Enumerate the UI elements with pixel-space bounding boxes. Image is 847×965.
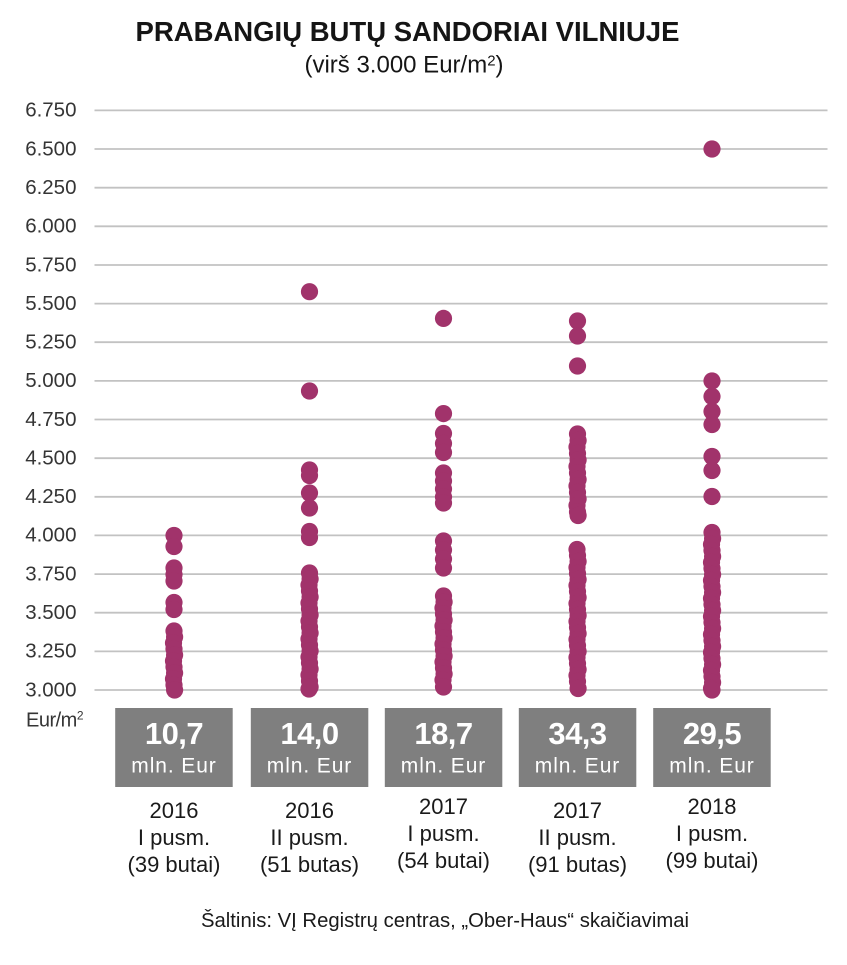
svg-text:(54 butai): (54 butai) [397, 848, 490, 873]
svg-text:(99 butai): (99 butai) [666, 848, 759, 873]
svg-text:Eur/m2: Eur/m2 [26, 709, 84, 732]
svg-text:II pusm.: II pusm. [270, 825, 348, 850]
svg-text:4.250: 4.250 [25, 485, 76, 508]
svg-text:6.500: 6.500 [25, 137, 76, 160]
svg-text:2017: 2017 [419, 794, 468, 819]
svg-text:6.000: 6.000 [25, 215, 76, 238]
svg-text:3.250: 3.250 [25, 640, 76, 663]
svg-text:3.000: 3.000 [25, 678, 76, 701]
svg-text:34,3: 34,3 [548, 716, 607, 751]
svg-text:(51 butas): (51 butas) [260, 852, 359, 877]
svg-text:I pusm.: I pusm. [138, 825, 210, 850]
svg-text:2017: 2017 [553, 798, 602, 823]
svg-text:mln. Eur: mln. Eur [131, 755, 216, 778]
svg-text:4.750: 4.750 [25, 408, 76, 431]
svg-text:3.750: 3.750 [25, 562, 76, 585]
svg-text:I pusm.: I pusm. [676, 821, 748, 846]
svg-text:14,0: 14,0 [280, 716, 338, 751]
svg-text:mln. Eur: mln. Eur [535, 755, 620, 778]
svg-text:5.250: 5.250 [25, 331, 76, 354]
svg-text:5.750: 5.750 [25, 253, 76, 276]
svg-text:(91 butas): (91 butas) [528, 852, 627, 877]
svg-text:PRABANGIŲ BUTŲ SANDORIAI VILNI: PRABANGIŲ BUTŲ SANDORIAI VILNIUJE [136, 16, 680, 47]
svg-text:5.000: 5.000 [25, 369, 76, 392]
svg-text:mln. Eur: mln. Eur [267, 755, 352, 778]
svg-text:Šaltinis: VĮ Registrų centras,: Šaltinis: VĮ Registrų centras, „Ober-Hau… [201, 909, 689, 932]
svg-text:4.000: 4.000 [25, 524, 76, 547]
svg-text:2016: 2016 [285, 798, 334, 823]
svg-text:2016: 2016 [150, 798, 199, 823]
svg-text:2018: 2018 [688, 794, 737, 819]
svg-text:6.250: 6.250 [25, 176, 76, 199]
svg-text:mln. Eur: mln. Eur [401, 755, 486, 778]
svg-text:3.500: 3.500 [25, 601, 76, 624]
svg-text:4.500: 4.500 [25, 447, 76, 470]
svg-text:18,7: 18,7 [414, 716, 472, 751]
svg-text:mln. Eur: mln. Eur [669, 755, 754, 778]
svg-text:6.750: 6.750 [25, 99, 76, 122]
svg-text:II pusm.: II pusm. [538, 825, 616, 850]
svg-text:I pusm.: I pusm. [407, 821, 479, 846]
svg-text:(39 butai): (39 butai) [128, 852, 221, 877]
svg-text:(virš 3.000 Eur/m2): (virš 3.000 Eur/m2) [304, 52, 503, 79]
svg-text:5.500: 5.500 [25, 292, 76, 315]
svg-text:29,5: 29,5 [683, 716, 742, 751]
svg-text:10,7: 10,7 [145, 716, 203, 751]
